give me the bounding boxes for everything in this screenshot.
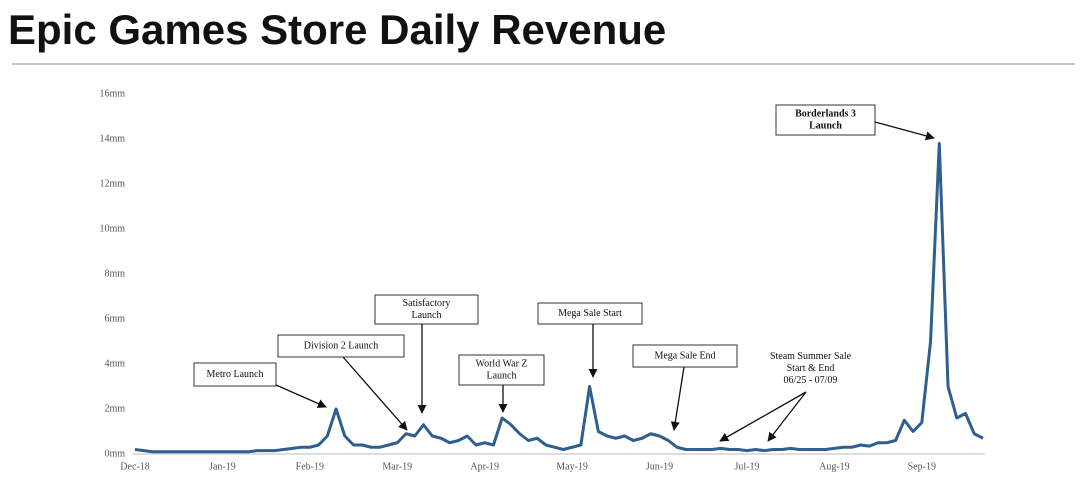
annotation-arrow bbox=[874, 121, 935, 141]
annotation-box bbox=[374, 294, 479, 325]
annotation-arrow bbox=[670, 366, 685, 431]
y-tick-label: 8mm bbox=[104, 268, 125, 279]
x-tick-label: Mar-19 bbox=[382, 461, 412, 472]
y-tick-label: 2mm bbox=[104, 403, 125, 414]
annotation-text: Metro Launch bbox=[207, 369, 264, 380]
annotation-box bbox=[458, 354, 545, 386]
annotation-arrow bbox=[719, 391, 807, 442]
chart-title: Epic Games Store Daily Revenue bbox=[8, 6, 666, 53]
annotation-box bbox=[632, 344, 738, 368]
revenue-line bbox=[134, 142, 984, 454]
annotation-text: Borderlands 3 bbox=[795, 108, 856, 119]
x-tick-label: Jul-19 bbox=[734, 461, 759, 472]
x-tick-label: Jan-19 bbox=[209, 461, 236, 472]
annotation-box bbox=[277, 334, 405, 358]
annotation-arrow bbox=[275, 384, 327, 408]
annotation-box bbox=[193, 362, 277, 387]
annotation-box bbox=[775, 104, 876, 136]
annotation-text: Steam Summer Sale bbox=[770, 351, 852, 362]
annotation-text: Satisfactory bbox=[403, 298, 451, 309]
x-tick-label: Sep-19 bbox=[908, 461, 936, 472]
y-tick-label: 0mm bbox=[104, 448, 125, 459]
annotation-text: Launch bbox=[412, 310, 442, 321]
annotation-text: Mega Sale Start bbox=[558, 308, 622, 319]
y-tick-label: 12mm bbox=[99, 178, 125, 189]
x-tick-label: Apr-19 bbox=[470, 461, 499, 472]
annotation-text: Start & End bbox=[787, 363, 835, 374]
y-tick-label: 16mm bbox=[99, 88, 125, 99]
annotation-text: Division 2 Launch bbox=[304, 340, 378, 351]
annotation-box bbox=[756, 347, 865, 390]
y-tick-label: 10mm bbox=[99, 223, 125, 234]
x-tick-label: Jun-19 bbox=[646, 461, 673, 472]
x-tick-label: Feb-19 bbox=[296, 461, 324, 472]
annotation-text: Launch bbox=[487, 370, 517, 381]
annotation-box bbox=[537, 302, 643, 325]
annotation-text: 06/25 - 07/09 bbox=[784, 375, 838, 386]
y-tick-label: 14mm bbox=[99, 133, 125, 144]
annotation-text: Launch bbox=[809, 120, 842, 131]
y-tick-label: 4mm bbox=[104, 358, 125, 369]
annotation-arrow bbox=[342, 356, 408, 431]
x-tick-label: Dec-18 bbox=[120, 461, 149, 472]
x-tick-label: Aug-19 bbox=[819, 461, 850, 472]
annotation-text: World War Z bbox=[475, 358, 527, 369]
annotation-arrow bbox=[767, 391, 807, 442]
annotation-text: Mega Sale End bbox=[654, 350, 715, 361]
y-tick-label: 6mm bbox=[104, 313, 125, 324]
x-tick-label: May-19 bbox=[556, 461, 588, 472]
